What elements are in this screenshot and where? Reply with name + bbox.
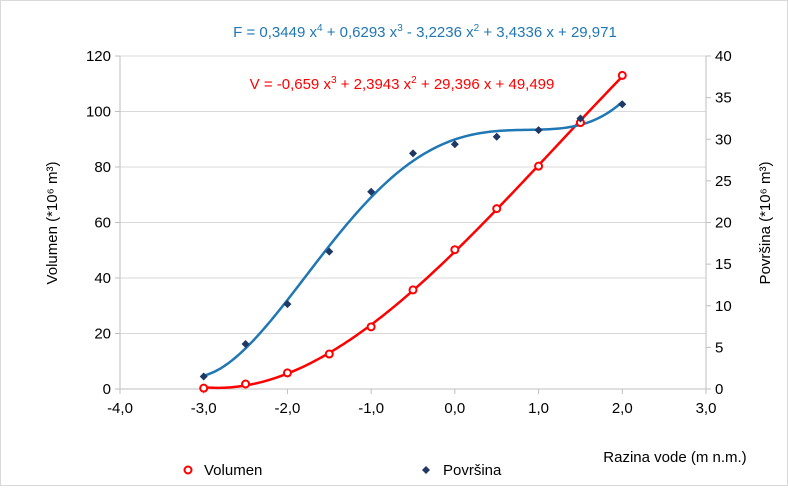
legend-volumen-label: Volumen (204, 462, 262, 479)
y-left-tick-label: 60 (94, 215, 111, 232)
y-left-tick-label: 80 (94, 159, 111, 176)
povrsina-point (576, 114, 585, 123)
y-axis-left-title: Volumen (*10⁶ m³) (44, 162, 61, 285)
y-left-tick-label: 40 (94, 270, 111, 287)
y-right-tick-label: 20 (715, 215, 732, 232)
y-right-tick-label: 30 (715, 131, 732, 148)
povrsina-point (241, 340, 250, 349)
povrsina-point (325, 247, 334, 256)
x-axis-title: Razina vode (m n.m.) (603, 449, 746, 466)
volumen-point (408, 285, 418, 295)
volumen-point (534, 161, 544, 171)
trendline-povrsina (203, 100, 624, 377)
y-right-tick-label: 35 (715, 90, 732, 107)
volumen-point (492, 204, 502, 214)
volume-fit-equation: V = -0,659 x3 + 2,3943 x2 + 29,396 x + 4… (250, 75, 555, 93)
volumen-point (617, 70, 627, 80)
area-fit-equation: F = 0,3449 x4 + 0,6293 x3 - 3,2236 x2 + … (233, 23, 617, 41)
volumen-point (366, 322, 376, 332)
povrsina-point (534, 126, 543, 135)
x-tick-label: 2,0 (612, 400, 633, 417)
legend-povrsina-label: Površina (443, 462, 502, 479)
x-tick-label: 1,0 (528, 400, 549, 417)
trendline-volumen (203, 75, 624, 390)
y-left-tick-label: 120 (86, 48, 111, 65)
x-tick-label: -1,0 (358, 400, 384, 417)
povrsina-point (492, 132, 501, 141)
y-right-tick-label: 25 (715, 173, 732, 190)
y-left-tick-label: 20 (94, 326, 111, 343)
y-right-tick-label: 0 (715, 381, 723, 398)
y-left-tick-label: 0 (103, 381, 111, 398)
povrsina-point (199, 372, 208, 381)
volumen-point (282, 368, 292, 378)
x-tick-label: -2,0 (274, 400, 300, 417)
x-tick-label: 3,0 (696, 400, 717, 417)
volumen-point (241, 379, 251, 389)
legend-povrsina-marker (422, 466, 430, 474)
y-right-tick-label: 40 (715, 48, 732, 65)
legend-volumen-marker (183, 465, 193, 475)
y-right-tick-label: 5 (715, 339, 723, 356)
y-right-tick-label: 15 (715, 256, 732, 273)
axes: 0 20 40 60 80 100 120 0 5 10 15 20 25 30 35 40 -4,0 -3,0 -… (86, 48, 732, 417)
legend: Volumen Površina (183, 462, 502, 479)
povrsina-point (618, 100, 627, 109)
y-left-tick-label: 100 (86, 104, 111, 121)
data-points (199, 70, 627, 393)
povrsina-point (283, 300, 292, 309)
x-tick-label: -4,0 (107, 400, 133, 417)
x-tick-label: 0,0 (444, 400, 465, 417)
y-axis-right-title: Površina (*10⁶ m³) (757, 162, 774, 285)
trendlines (203, 75, 624, 390)
gridlines (120, 55, 706, 334)
povrsina-point (450, 140, 459, 149)
volumen-point (324, 349, 334, 359)
y-right-tick-label: 10 (715, 298, 732, 315)
volumen-point (450, 245, 460, 255)
x-tick-label: -3,0 (191, 400, 217, 417)
povrsina-point (367, 187, 376, 196)
volumen-point (199, 383, 209, 393)
povrsina-point (409, 149, 417, 158)
